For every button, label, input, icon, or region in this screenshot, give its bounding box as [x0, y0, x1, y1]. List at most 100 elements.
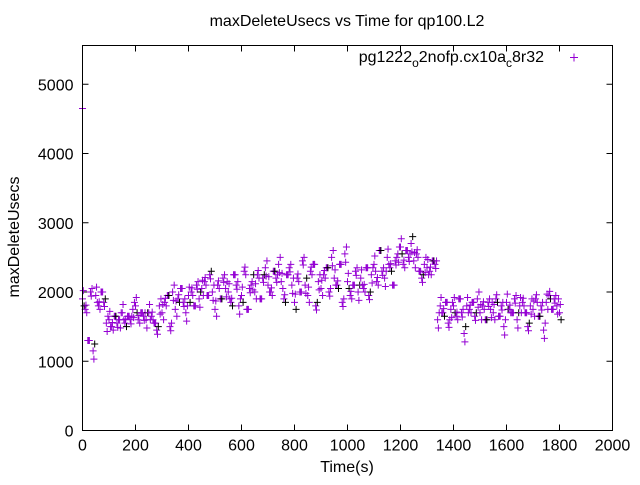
data-point	[541, 319, 549, 327]
data-point	[462, 323, 470, 331]
data-point	[96, 305, 104, 313]
data-point	[346, 291, 354, 299]
data-point	[161, 298, 169, 306]
y-tick-label: 2000	[38, 285, 74, 302]
data-point	[473, 295, 481, 303]
data-point	[448, 298, 456, 306]
data-point	[127, 320, 135, 328]
data-point	[104, 312, 112, 320]
data-point	[308, 271, 316, 279]
data-point	[434, 316, 442, 324]
data-point	[263, 257, 271, 265]
data-point	[445, 323, 453, 331]
data-point	[156, 310, 164, 318]
data-point	[381, 282, 389, 290]
data-point	[433, 257, 441, 265]
data-point	[167, 327, 175, 335]
data-point	[503, 290, 511, 298]
data-point	[293, 274, 301, 282]
data-point	[331, 266, 339, 274]
data-point	[514, 324, 522, 332]
data-point	[154, 323, 162, 331]
data-point	[453, 308, 461, 316]
data-point	[540, 326, 548, 334]
y-tick-label: 4000	[38, 147, 74, 164]
data-point	[512, 291, 520, 299]
data-point	[280, 295, 288, 303]
data-point	[191, 302, 199, 310]
data-point	[108, 323, 116, 331]
data-point	[439, 309, 447, 317]
data-point	[437, 294, 445, 302]
data-point	[267, 288, 275, 296]
data-point	[165, 291, 173, 299]
data-point	[212, 297, 220, 305]
data-point	[305, 298, 313, 306]
data-point	[459, 305, 467, 313]
data-point	[305, 283, 313, 291]
data-point	[85, 336, 93, 344]
data-point	[103, 327, 111, 335]
data-point	[201, 273, 209, 281]
data-point	[372, 267, 380, 275]
data-point	[106, 307, 114, 315]
data-point	[360, 280, 368, 288]
data-point	[537, 302, 545, 310]
data-point	[303, 274, 311, 282]
data-point	[101, 295, 109, 303]
data-point	[253, 271, 261, 279]
data-point	[82, 301, 90, 309]
data-point	[311, 260, 319, 268]
data-point	[370, 260, 378, 268]
data-point	[294, 270, 302, 278]
data-point	[556, 309, 563, 317]
data-point	[93, 283, 101, 291]
data-point	[109, 326, 117, 334]
data-point	[326, 292, 334, 300]
data-point	[265, 273, 273, 281]
data-point	[146, 300, 154, 308]
data-point	[158, 309, 166, 317]
data-point	[254, 267, 262, 275]
data-point	[238, 283, 246, 291]
data-point	[147, 312, 155, 320]
data-point	[116, 324, 124, 332]
data-point	[227, 298, 235, 306]
data-point	[532, 295, 540, 303]
y-tick-label: 3000	[38, 216, 74, 233]
data-point	[492, 295, 500, 303]
data-point	[100, 303, 108, 311]
data-point	[317, 285, 325, 293]
data-point	[368, 279, 376, 287]
data-point	[261, 264, 269, 272]
data-point	[295, 278, 303, 286]
data-point	[385, 260, 393, 268]
data-point	[118, 309, 126, 317]
data-point	[291, 298, 298, 306]
data-point	[153, 330, 161, 338]
data-point	[218, 295, 226, 303]
data-point	[232, 281, 240, 289]
data-point	[225, 280, 233, 288]
data-point	[489, 309, 497, 317]
data-point	[233, 285, 241, 293]
data-point	[413, 246, 421, 254]
y-tick-label: 1000	[38, 354, 74, 371]
data-point	[214, 281, 222, 289]
data-point	[259, 278, 267, 286]
data-point	[202, 281, 210, 289]
data-point	[556, 300, 564, 308]
data-point	[288, 281, 296, 289]
data-point	[279, 285, 287, 293]
data-point	[497, 302, 505, 310]
data-point	[155, 302, 163, 310]
data-point	[267, 284, 275, 292]
data-point	[451, 309, 459, 317]
data-point	[166, 323, 174, 331]
data-point	[355, 296, 363, 304]
y-tick-label: 5000	[38, 77, 74, 94]
data-point	[136, 319, 144, 327]
data-point	[344, 269, 352, 277]
data-point	[511, 299, 519, 307]
data-point	[235, 302, 243, 310]
